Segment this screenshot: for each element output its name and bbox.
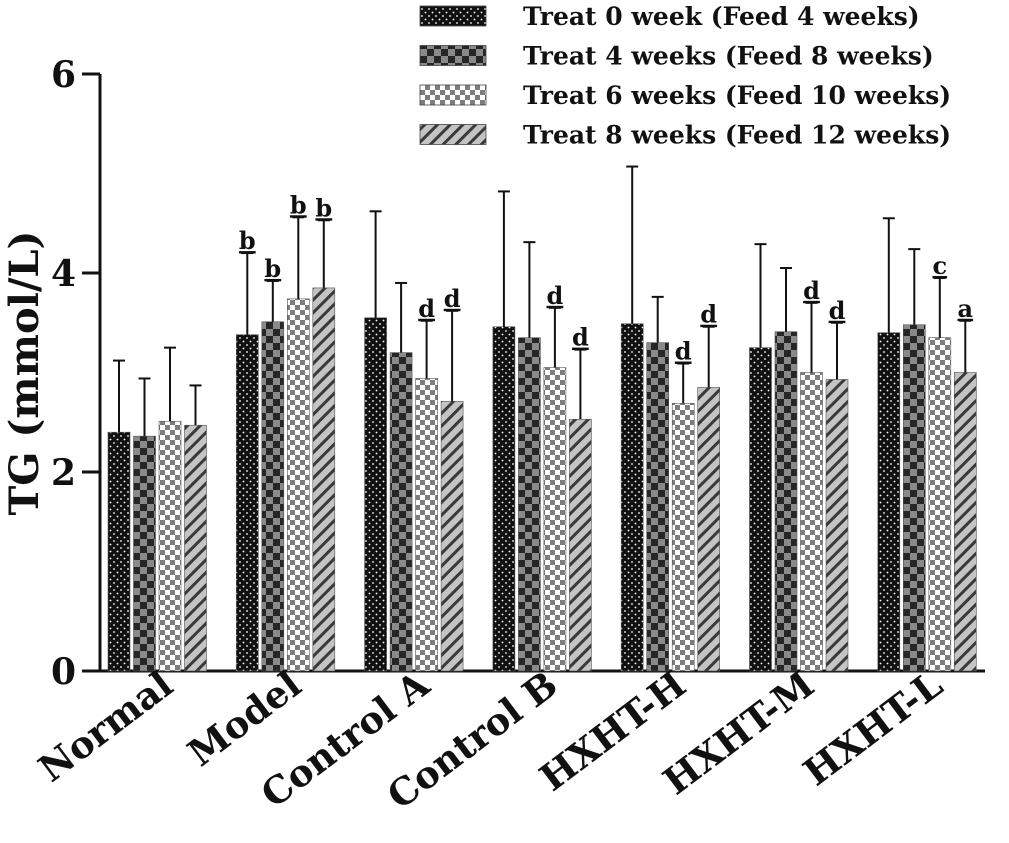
bar-control-a-s3 [440,401,464,672]
y-tick-label: 4 [51,253,76,295]
bar-normal-s0 [107,431,131,672]
significance-label: d [547,281,564,310]
significance-label: d [829,296,846,325]
bar-model-s3 [312,287,336,672]
legend-label: Treat 6 weeks (Feed 10 weeks) [523,81,951,110]
bar-normal-s3 [184,424,207,672]
bar-hxht-h-s0 [620,323,644,672]
bar-normal-s2 [158,420,182,672]
significance-label: d [418,294,435,323]
legend-swatch [419,124,487,145]
legend-swatch [419,84,487,106]
bar-hxht-l-s2 [928,337,952,672]
significance-label: c [932,251,947,280]
significance-label: d [675,337,692,366]
significance-label: a [958,294,974,323]
bar-model-s0 [236,334,259,672]
bar-hxht-m-s2 [800,372,823,672]
bar-model-s1 [261,321,285,672]
significance-label: d [572,323,589,352]
significance-label: d [444,284,461,313]
bar-hxht-h-s2 [671,403,695,672]
bar-hxht-l-s1 [902,324,926,672]
bar-control-a-s2 [415,378,438,672]
x-tick-label: HXHT-L [795,662,950,794]
bar-control-b-s1 [518,337,541,672]
bar-control-a-s1 [389,352,413,672]
significance-label: b [264,254,281,283]
bar-control-b-s3 [569,418,592,672]
bar-hxht-m-s3 [825,379,849,672]
bar-hxht-l-s0 [877,332,901,672]
significance-label: b [290,190,307,219]
bar-control-b-s0 [492,326,516,672]
legend-swatch [419,45,487,66]
bar-hxht-l-s3 [953,372,977,672]
bar-control-a-s0 [364,317,387,672]
bar-control-b-s2 [543,367,567,672]
legend-label: Treat 4 weeks (Feed 8 weeks) [523,42,934,71]
y-tick-label: 2 [51,452,76,494]
legend-label: Treat 0 week (Feed 4 weeks) [523,2,920,31]
y-axis-label: TG (mmol/L) [1,231,48,516]
significance-label: b [315,193,332,222]
bar-hxht-m-s0 [749,347,772,672]
significance-label: d [803,276,820,305]
bar-hxht-h-s1 [646,342,670,672]
y-tick-label: 0 [51,651,76,693]
legend-label: Treat 8 weeks (Feed 12 weeks) [523,121,951,150]
significance-label: b [239,226,256,255]
significance-label: d [700,300,717,329]
bar-model-s2 [286,298,310,672]
bar-hxht-m-s1 [774,331,798,672]
bar-normal-s1 [133,435,156,672]
bar-hxht-h-s3 [697,387,721,672]
legend-swatch [419,5,487,27]
y-tick-label: 6 [51,54,76,96]
